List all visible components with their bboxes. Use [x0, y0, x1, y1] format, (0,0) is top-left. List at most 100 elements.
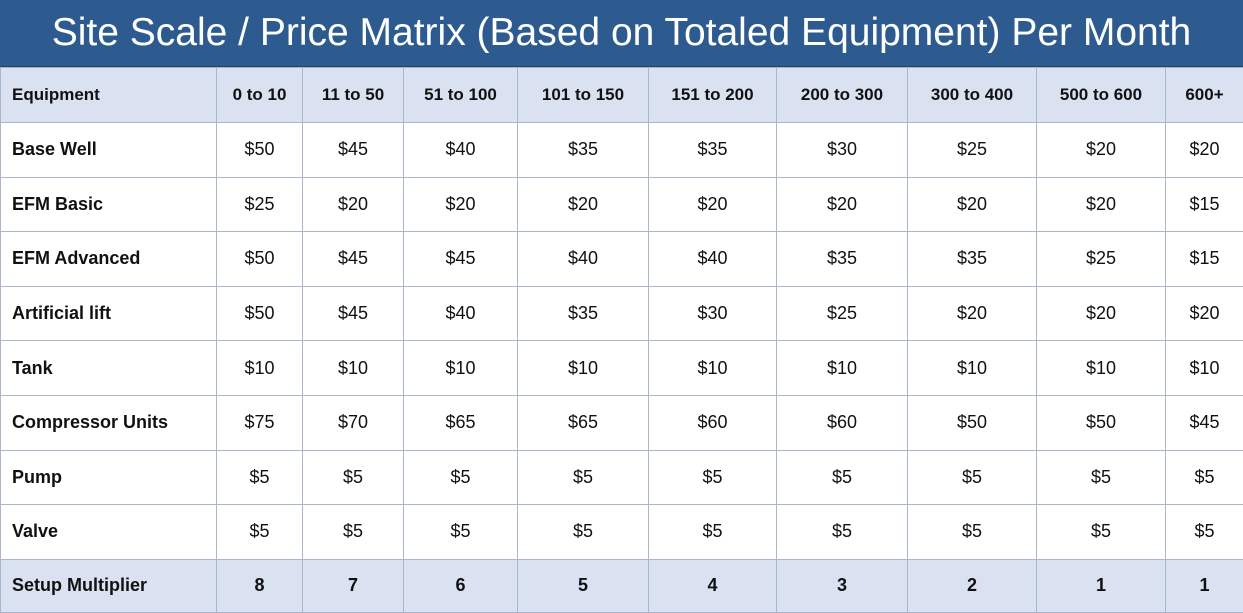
header-range: 11 to 50	[303, 68, 404, 123]
price-cell: $20	[1166, 286, 1243, 341]
row-label: Valve	[1, 505, 217, 560]
multiplier-cell: 6	[404, 559, 518, 612]
price-cell: $20	[649, 177, 777, 232]
price-cell: $70	[303, 395, 404, 450]
price-cell: $40	[404, 123, 518, 178]
price-cell: $30	[649, 286, 777, 341]
price-cell: $15	[1166, 232, 1243, 287]
price-cell: $5	[908, 505, 1037, 560]
price-cell: $5	[303, 505, 404, 560]
table-row: Base Well$50$45$40$35$35$30$25$20$20	[1, 123, 1243, 178]
price-cell: $45	[303, 286, 404, 341]
header-range: 51 to 100	[404, 68, 518, 123]
header-range: 151 to 200	[649, 68, 777, 123]
price-cell: $75	[217, 395, 303, 450]
price-cell: $5	[1037, 450, 1166, 505]
row-label: EFM Basic	[1, 177, 217, 232]
price-cell: $45	[1166, 395, 1243, 450]
setup-multiplier-row: Setup Multiplier 8 7 6 5 4 3 2 1 1	[1, 559, 1243, 612]
price-cell: $45	[303, 232, 404, 287]
price-cell: $5	[404, 505, 518, 560]
row-label: Tank	[1, 341, 217, 396]
multiplier-cell: 1	[1037, 559, 1166, 612]
table-row: EFM Basic$25$20$20$20$20$20$20$20$15	[1, 177, 1243, 232]
price-cell: $5	[1037, 505, 1166, 560]
multiplier-cell: 4	[649, 559, 777, 612]
price-cell: $50	[217, 123, 303, 178]
header-range: 200 to 300	[777, 68, 908, 123]
price-cell: $10	[404, 341, 518, 396]
multiplier-cell: 5	[518, 559, 649, 612]
price-cell: $5	[649, 450, 777, 505]
price-cell: $25	[777, 286, 908, 341]
price-cell: $50	[908, 395, 1037, 450]
price-cell: $45	[303, 123, 404, 178]
price-table: Equipment 0 to 10 11 to 50 51 to 100 101…	[0, 67, 1243, 613]
price-cell: $15	[1166, 177, 1243, 232]
price-cell: $35	[908, 232, 1037, 287]
header-range: 0 to 10	[217, 68, 303, 123]
header-range: 101 to 150	[518, 68, 649, 123]
header-range: 300 to 400	[908, 68, 1037, 123]
price-cell: $40	[518, 232, 649, 287]
price-cell: $35	[777, 232, 908, 287]
price-cell: $10	[649, 341, 777, 396]
row-label: Pump	[1, 450, 217, 505]
price-cell: $35	[518, 286, 649, 341]
price-cell: $20	[404, 177, 518, 232]
price-cell: $5	[518, 450, 649, 505]
multiplier-cell: 3	[777, 559, 908, 612]
header-equipment: Equipment	[1, 68, 217, 123]
price-cell: $20	[1166, 123, 1243, 178]
table-row: Tank$10$10$10$10$10$10$10$10$10	[1, 341, 1243, 396]
table-row: Valve$5$5$5$5$5$5$5$5$5	[1, 505, 1243, 560]
price-cell: $5	[404, 450, 518, 505]
price-cell: $5	[217, 505, 303, 560]
table-row: Artificial lift$50$45$40$35$30$25$20$20$…	[1, 286, 1243, 341]
header-row: Equipment 0 to 10 11 to 50 51 to 100 101…	[1, 68, 1243, 123]
price-cell: $5	[1166, 450, 1243, 505]
multiplier-cell: 2	[908, 559, 1037, 612]
matrix-title: Site Scale / Price Matrix (Based on Tota…	[0, 0, 1243, 67]
price-cell: $10	[777, 341, 908, 396]
price-cell: $10	[1037, 341, 1166, 396]
price-cell: $5	[1166, 505, 1243, 560]
price-cell: $20	[518, 177, 649, 232]
price-cell: $20	[777, 177, 908, 232]
price-cell: $10	[908, 341, 1037, 396]
price-cell: $5	[217, 450, 303, 505]
price-cell: $40	[404, 286, 518, 341]
price-cell: $20	[1037, 177, 1166, 232]
price-cell: $20	[1037, 123, 1166, 178]
footer-label: Setup Multiplier	[1, 559, 217, 612]
table-row: Pump$5$5$5$5$5$5$5$5$5	[1, 450, 1243, 505]
price-cell: $5	[777, 505, 908, 560]
row-label: Base Well	[1, 123, 217, 178]
price-cell: $25	[908, 123, 1037, 178]
price-cell: $65	[404, 395, 518, 450]
multiplier-cell: 8	[217, 559, 303, 612]
price-cell: $40	[649, 232, 777, 287]
price-cell: $10	[518, 341, 649, 396]
row-label: Compressor Units	[1, 395, 217, 450]
multiplier-cell: 7	[303, 559, 404, 612]
multiplier-cell: 1	[1166, 559, 1243, 612]
price-cell: $35	[518, 123, 649, 178]
price-cell: $35	[649, 123, 777, 178]
price-cell: $20	[908, 286, 1037, 341]
table-row: EFM Advanced$50$45$45$40$40$35$35$25$15	[1, 232, 1243, 287]
price-cell: $30	[777, 123, 908, 178]
price-cell: $65	[518, 395, 649, 450]
price-cell: $10	[1166, 341, 1243, 396]
row-label: EFM Advanced	[1, 232, 217, 287]
price-cell: $10	[217, 341, 303, 396]
price-cell: $50	[217, 286, 303, 341]
price-cell: $25	[1037, 232, 1166, 287]
header-range: 500 to 600	[1037, 68, 1166, 123]
row-label: Artificial lift	[1, 286, 217, 341]
price-cell: $5	[649, 505, 777, 560]
price-cell: $45	[404, 232, 518, 287]
price-cell: $60	[777, 395, 908, 450]
